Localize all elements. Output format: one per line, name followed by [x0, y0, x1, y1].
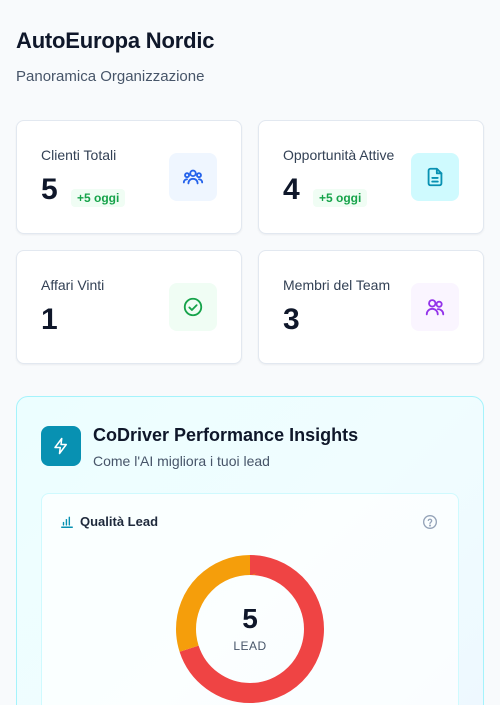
- donut-segment-1: [176, 555, 324, 703]
- stat-card-active-opportunities[interactable]: Opportunità Attive 4 +5 oggi: [258, 120, 484, 234]
- stat-label: Opportunità Attive: [283, 147, 395, 163]
- stat-label: Membri del Team: [283, 277, 391, 293]
- insights-title: CoDriver Performance Insights: [93, 425, 359, 445]
- stat-value: 3: [283, 303, 300, 336]
- bar-chart-icon: [61, 516, 73, 528]
- stat-value: 5: [41, 173, 58, 206]
- document-icon: [411, 153, 459, 201]
- performance-insights-panel: CoDriver Performance Insights Come l'AI …: [16, 396, 484, 705]
- page-title: AutoEuropa Nordic: [16, 28, 215, 53]
- check-circle-icon: [169, 283, 217, 331]
- stat-card-team-members[interactable]: Membri del Team 3: [258, 250, 484, 364]
- insights-subtitle: Come l'AI migliora i tuoi lead: [93, 453, 270, 469]
- stat-label: Affari Vinti: [41, 277, 105, 293]
- lightning-icon: [41, 426, 81, 466]
- lead-quality-card: Qualità Lead 5 LEAD: [41, 493, 459, 705]
- lead-quality-title: Qualità Lead: [80, 514, 159, 529]
- help-icon[interactable]: [422, 514, 438, 530]
- stat-label: Clienti Totali: [41, 147, 117, 163]
- stat-card-deals-won[interactable]: Affari Vinti 1: [16, 250, 242, 364]
- stat-badge: +5 oggi: [71, 189, 126, 207]
- page-subtitle: Panoramica Organizzazione: [16, 68, 205, 85]
- users-icon: [169, 153, 217, 201]
- donut-total-label: LEAD: [233, 639, 267, 653]
- team-icon: [411, 283, 459, 331]
- stat-badge: +5 oggi: [313, 189, 368, 207]
- lead-quality-header: Qualità Lead: [60, 514, 158, 529]
- donut-total-value: 5: [242, 603, 258, 634]
- stat-card-total-clients[interactable]: Clienti Totali 5 +5 oggi: [16, 120, 242, 234]
- page-header: AutoEuropa Nordic Panoramica Organizzazi…: [16, 28, 214, 85]
- lead-quality-donut: 5 LEAD: [175, 554, 325, 704]
- stat-value: 1: [41, 303, 58, 336]
- stat-value: 4: [283, 173, 300, 206]
- donut-center: 5 LEAD: [175, 554, 325, 704]
